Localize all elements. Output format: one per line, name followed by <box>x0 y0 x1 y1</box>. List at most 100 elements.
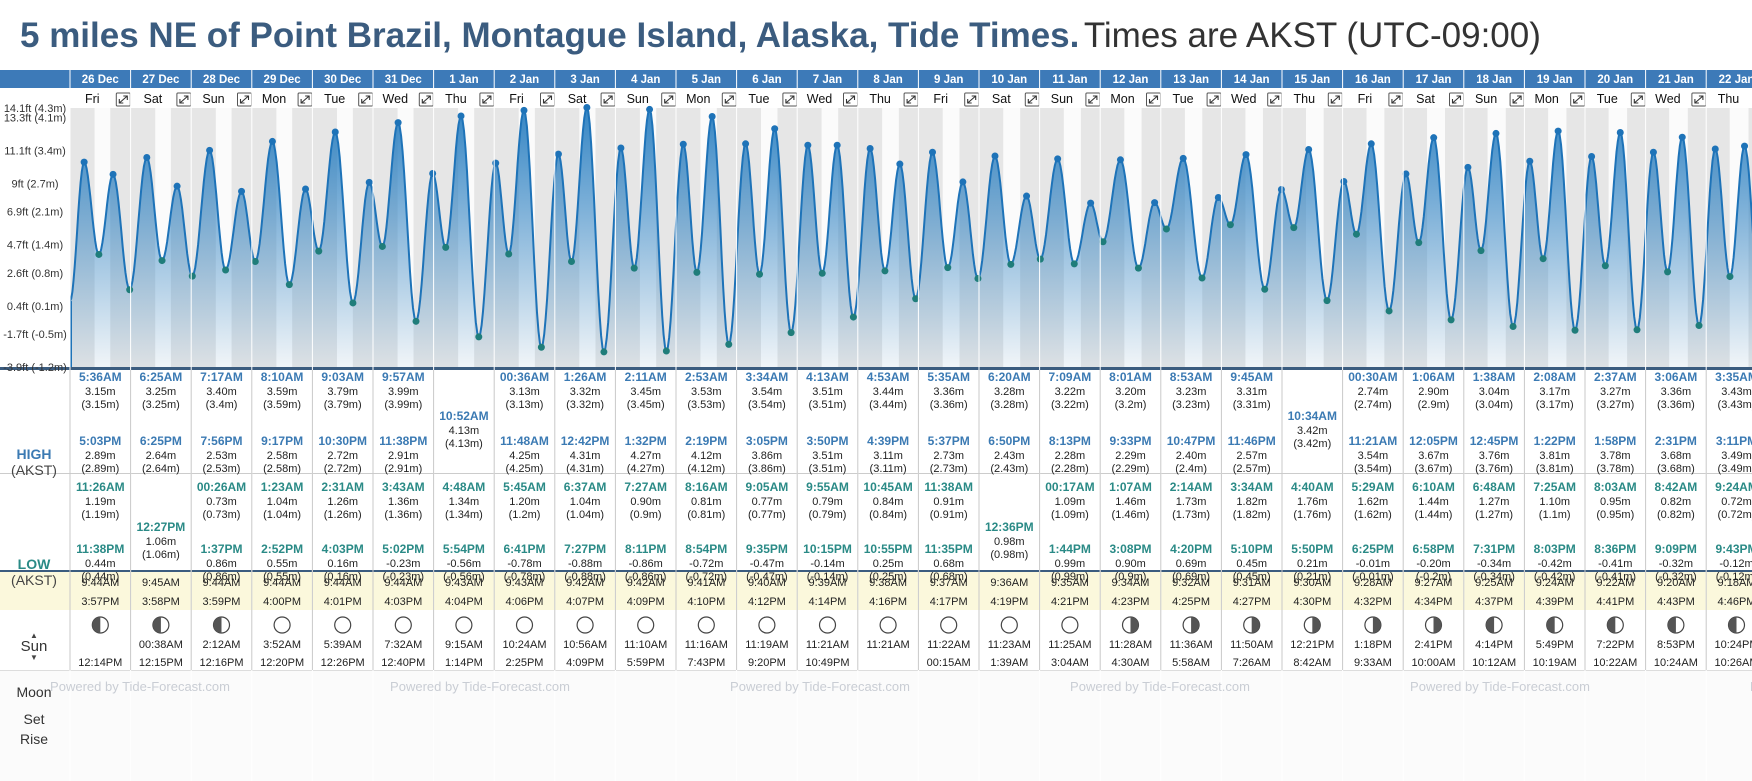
arrow-down-icon: ▼ <box>30 653 38 662</box>
footer-credit: Powered by Tide-Forecast.com <box>1410 679 1590 694</box>
low-point <box>1134 264 1142 272</box>
low-height-alt: (-0.41m) <box>1595 571 1637 583</box>
low-height-alt: (0.91m) <box>930 509 968 521</box>
low-point <box>974 274 982 282</box>
low-height-alt: (-0.23m) <box>383 571 425 583</box>
moonset-time: 11:28AM <box>1109 639 1152 651</box>
low-time: 3:08PM <box>1109 542 1151 556</box>
moon-phase-icon <box>576 616 594 634</box>
low-height-alt: (-0.42m) <box>1534 571 1576 583</box>
moon-phase-icon <box>334 616 352 634</box>
low-point <box>188 272 196 280</box>
moon-row-label: Moon <box>16 684 52 700</box>
moon-phase-icon <box>879 616 897 634</box>
expand-icon-glyph <box>1694 95 1704 104</box>
moonrise-time: 8:42AM <box>1293 657 1331 669</box>
y-tick-label: -3.9ft (-1.2m) <box>3 362 67 374</box>
sunset-time: 4:37PM <box>1475 596 1513 608</box>
low-time: 6:58PM <box>1412 542 1454 556</box>
high-height-alt: (3.59m) <box>263 399 301 411</box>
low-point <box>222 266 230 274</box>
low-time: 11:38AM <box>924 480 973 494</box>
low-height: 0.99m <box>1055 558 1086 570</box>
weekday-label: Sun <box>627 92 649 106</box>
date-label: 11 Jan <box>1052 74 1087 86</box>
low-height: 0.86m <box>206 558 237 570</box>
weekday-label: Tue <box>748 92 769 106</box>
high-height: 2.43m <box>994 450 1025 462</box>
high-height-alt: (3.22m) <box>1051 399 1089 411</box>
low-height: 0.95m <box>1600 496 1631 508</box>
high-height-alt: (2.28m) <box>1051 463 1089 475</box>
low-height-alt: (0.55m) <box>263 571 301 583</box>
low-time: 9:35PM <box>746 542 788 556</box>
low-time: 10:45AM <box>863 480 912 494</box>
low-height: -0.32m <box>1659 558 1693 570</box>
high-time: 5:35AM <box>927 370 970 384</box>
high-point <box>583 104 591 112</box>
low-height-alt: (1.27m) <box>1475 509 1513 521</box>
high-point <box>833 141 841 149</box>
low-height-alt: (0.16m) <box>324 571 362 583</box>
low-height-alt: (0.77m) <box>748 509 786 521</box>
low-height-alt: (-0.78m) <box>504 571 546 583</box>
sunset-time: 4:10PM <box>687 596 725 608</box>
moon-shadow <box>1191 617 1200 633</box>
expand-icon-glyph <box>421 95 431 104</box>
moon-shadow <box>213 617 222 633</box>
sunrise-time: 9:42AM <box>566 577 604 589</box>
high-height-alt: (2.73m) <box>930 463 968 475</box>
high-height-alt: (2.72m) <box>324 463 362 475</box>
high-time: 10:34AM <box>1288 409 1337 423</box>
low-point <box>630 264 638 272</box>
low-time: 12:36PM <box>985 520 1034 534</box>
sunset-time: 4:16PM <box>869 596 907 608</box>
sunset-time: 4:00PM <box>263 596 301 608</box>
sunrise-time: 9:20AM <box>1657 577 1695 589</box>
high-height: 2.72m <box>327 450 358 462</box>
low-height-alt: (-0.86m) <box>625 571 667 583</box>
low-point <box>1099 238 1107 246</box>
low-height: 0.44m <box>85 558 116 570</box>
sunset-time: 4:43PM <box>1657 596 1695 608</box>
moonset-time: 11:19AM <box>745 639 788 651</box>
sunrise-time: 9:27AM <box>1415 577 1453 589</box>
moon-phase-icon <box>1000 616 1018 634</box>
y-tick-label: 4.7ft (1.4m) <box>7 240 63 252</box>
low-height: 0.72m <box>1721 496 1752 508</box>
high-time: 1:26AM <box>564 370 607 384</box>
moonrise-time: 4:30AM <box>1112 657 1150 669</box>
low-point <box>285 281 293 289</box>
high-height-alt: (3.04m) <box>1475 399 1513 411</box>
high-height-alt: (3.36m) <box>930 399 968 411</box>
high-height-alt: (2.9m) <box>1418 399 1450 411</box>
low-time: 7:27PM <box>564 542 606 556</box>
date-label: 14 Jan <box>1234 74 1270 86</box>
high-height: 3.54m <box>752 386 783 398</box>
moon-phase-icon <box>940 616 958 634</box>
moonrise-time: 7:43PM <box>687 657 725 669</box>
low-time: 10:55PM <box>864 542 913 556</box>
high-height: 3.51m <box>812 386 843 398</box>
low-height-alt: (1.19m) <box>81 509 119 521</box>
moon-phase-icon <box>455 616 473 634</box>
low-height: 0.90m <box>1115 558 1146 570</box>
low-height-alt: (0.45m) <box>1233 571 1271 583</box>
high-height-alt: (2.43m) <box>990 463 1028 475</box>
high-point <box>238 187 246 195</box>
date-label: 4 Jan <box>631 74 660 86</box>
high-time: 6:25PM <box>140 434 182 448</box>
high-time: 2:08AM <box>1533 370 1576 384</box>
date-label: 26 Dec <box>82 74 120 86</box>
high-time: 8:13PM <box>1049 434 1091 448</box>
sunrise-time: 9:44AM <box>263 577 301 589</box>
high-height: 3.11m <box>873 450 903 462</box>
expand-icon-glyph <box>1330 95 1340 104</box>
low-height: -0.88m <box>568 558 602 570</box>
high-height-alt: (3.99m) <box>384 399 422 411</box>
expand-icon-glyph <box>1027 95 1037 104</box>
moon-shadow <box>1546 617 1555 633</box>
high-height: 3.28m <box>994 386 1025 398</box>
high-time: 2:53AM <box>685 370 728 384</box>
expand-icon-glyph <box>482 95 492 104</box>
